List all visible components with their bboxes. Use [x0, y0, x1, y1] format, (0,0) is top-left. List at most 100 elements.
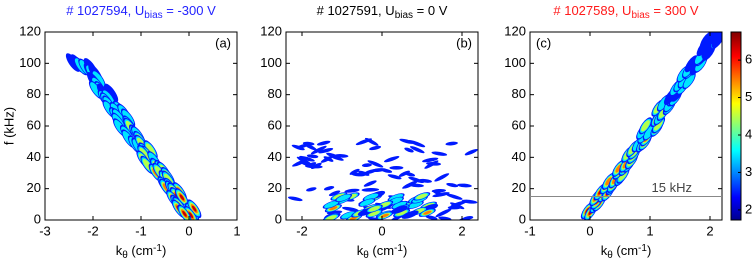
spectrum-blob [416, 193, 428, 200]
label: kθ (cm-1) [116, 243, 167, 261]
spectrum-blob [316, 140, 331, 146]
label-part: # 1027589, U [553, 3, 631, 18]
spectrum-blob [387, 174, 402, 180]
spectrum-blob [434, 173, 450, 182]
label-part: ) [162, 243, 166, 258]
label-part: bias [631, 10, 649, 21]
label-part: -1 [638, 243, 647, 254]
spectrum-blob [450, 200, 468, 207]
label-part: (cm [369, 243, 394, 258]
label: # 1027589, Ubias = 300 V [553, 3, 699, 20]
spectrum-blob [383, 156, 400, 163]
y-tick-label: 60 [27, 117, 41, 132]
spectrum-blob [464, 149, 478, 156]
y-tick-label: 120 [19, 23, 41, 38]
spectrum-blob [380, 213, 389, 218]
x-tick-label: -2 [296, 223, 308, 238]
spectrum-blob [361, 188, 380, 192]
spectrum-blob [341, 211, 356, 219]
label-part: ) [403, 243, 407, 258]
spectrum-blob [310, 145, 327, 155]
label-part: θ [363, 250, 369, 261]
spectrum-blob [361, 163, 372, 168]
x-tick-label: 2 [458, 223, 465, 238]
label: kθ (cm-1) [601, 243, 652, 261]
x-tick-label: 2 [706, 223, 713, 238]
x-tick-label: -3 [39, 223, 51, 238]
spectrum-blob [287, 196, 303, 202]
x-tick-label: -2 [87, 223, 99, 238]
spectrum-blob [188, 212, 194, 219]
spectrum-blob [395, 210, 408, 216]
spectrum-blob [92, 71, 105, 87]
spectrum-blob [363, 180, 377, 187]
spectrum [65, 53, 202, 220]
y-tick-label: 20 [27, 180, 41, 195]
label: # 1027591, Ubias = 0 V [317, 3, 448, 20]
spectrum-blob [409, 146, 425, 154]
label-part: (cm [128, 243, 153, 258]
spectrum-blob [326, 152, 341, 159]
spectrum-blob [344, 188, 360, 193]
spectrum-blob [425, 215, 438, 220]
colorbar-tick-label: 3 [745, 164, 752, 179]
spectrum-blob [399, 138, 414, 144]
spectrum-blob [605, 177, 612, 186]
spectrum-blob [336, 194, 351, 202]
spectrum-blob [392, 201, 407, 209]
x-tick-label: 0 [586, 223, 593, 238]
spectrum-blob [179, 194, 185, 201]
spectrum-blob [408, 201, 423, 209]
y-tick-label: 100 [504, 55, 526, 70]
spectrum-blob [368, 205, 380, 212]
y-tick-label: 120 [504, 23, 526, 38]
spectrum-blob [333, 193, 345, 200]
label: # 1027594, Ubias = -300 V [66, 3, 216, 20]
colorbar-tick-label: 5 [745, 89, 752, 104]
y-tick-label: 20 [512, 180, 526, 195]
y-tick-label: 0 [275, 211, 282, 226]
spectrum-blob [182, 210, 187, 217]
colorbar [730, 31, 742, 221]
spectrum-blob [299, 155, 315, 162]
spectrum-blob [296, 143, 309, 149]
y-tick-label: 60 [512, 117, 526, 132]
spectrum-blob [445, 193, 463, 200]
spectrum-blob [683, 73, 695, 88]
spectrum-blob [389, 166, 404, 170]
label-part: # 1027594, U [66, 3, 144, 18]
y-tick-label: 60 [268, 117, 282, 132]
colorbar-tick-label: 2 [745, 201, 752, 216]
spectrum-blob [438, 216, 452, 220]
spectrum-blob [325, 215, 337, 220]
spectrum-blob [323, 186, 335, 191]
y-tick-label: 40 [512, 149, 526, 164]
label-part: # 1027591, U [317, 3, 395, 18]
label-part: -1 [153, 243, 162, 254]
spectrum [580, 32, 722, 220]
spectrum-blob [445, 141, 458, 146]
label-part: = 300 V [650, 3, 699, 18]
spectrum-blob [320, 155, 333, 163]
spectrum-blob [401, 210, 419, 219]
spectrum-blob [457, 183, 472, 188]
spectrum-blob [422, 157, 439, 163]
colorbar-tick-label: 4 [745, 126, 752, 141]
spectrum-blob [368, 210, 380, 217]
y-tick-label: 100 [19, 55, 41, 70]
panel-label: (a) [215, 35, 231, 50]
spectrum-blob [359, 199, 375, 207]
x-tick-label: -1 [135, 223, 147, 238]
panel-label: (b) [456, 35, 472, 50]
spectrum-blob [408, 176, 425, 184]
label-part: k [601, 243, 608, 258]
x-tick-label: -1 [524, 223, 536, 238]
spectrum-blob [191, 205, 197, 212]
spectrum-blob [431, 151, 448, 156]
label-part: ) [647, 243, 651, 258]
spectrum-blob [318, 148, 334, 154]
spectrum-blob [292, 159, 308, 167]
spectrum-blob [408, 183, 424, 188]
y-tick-label: 120 [260, 23, 282, 38]
